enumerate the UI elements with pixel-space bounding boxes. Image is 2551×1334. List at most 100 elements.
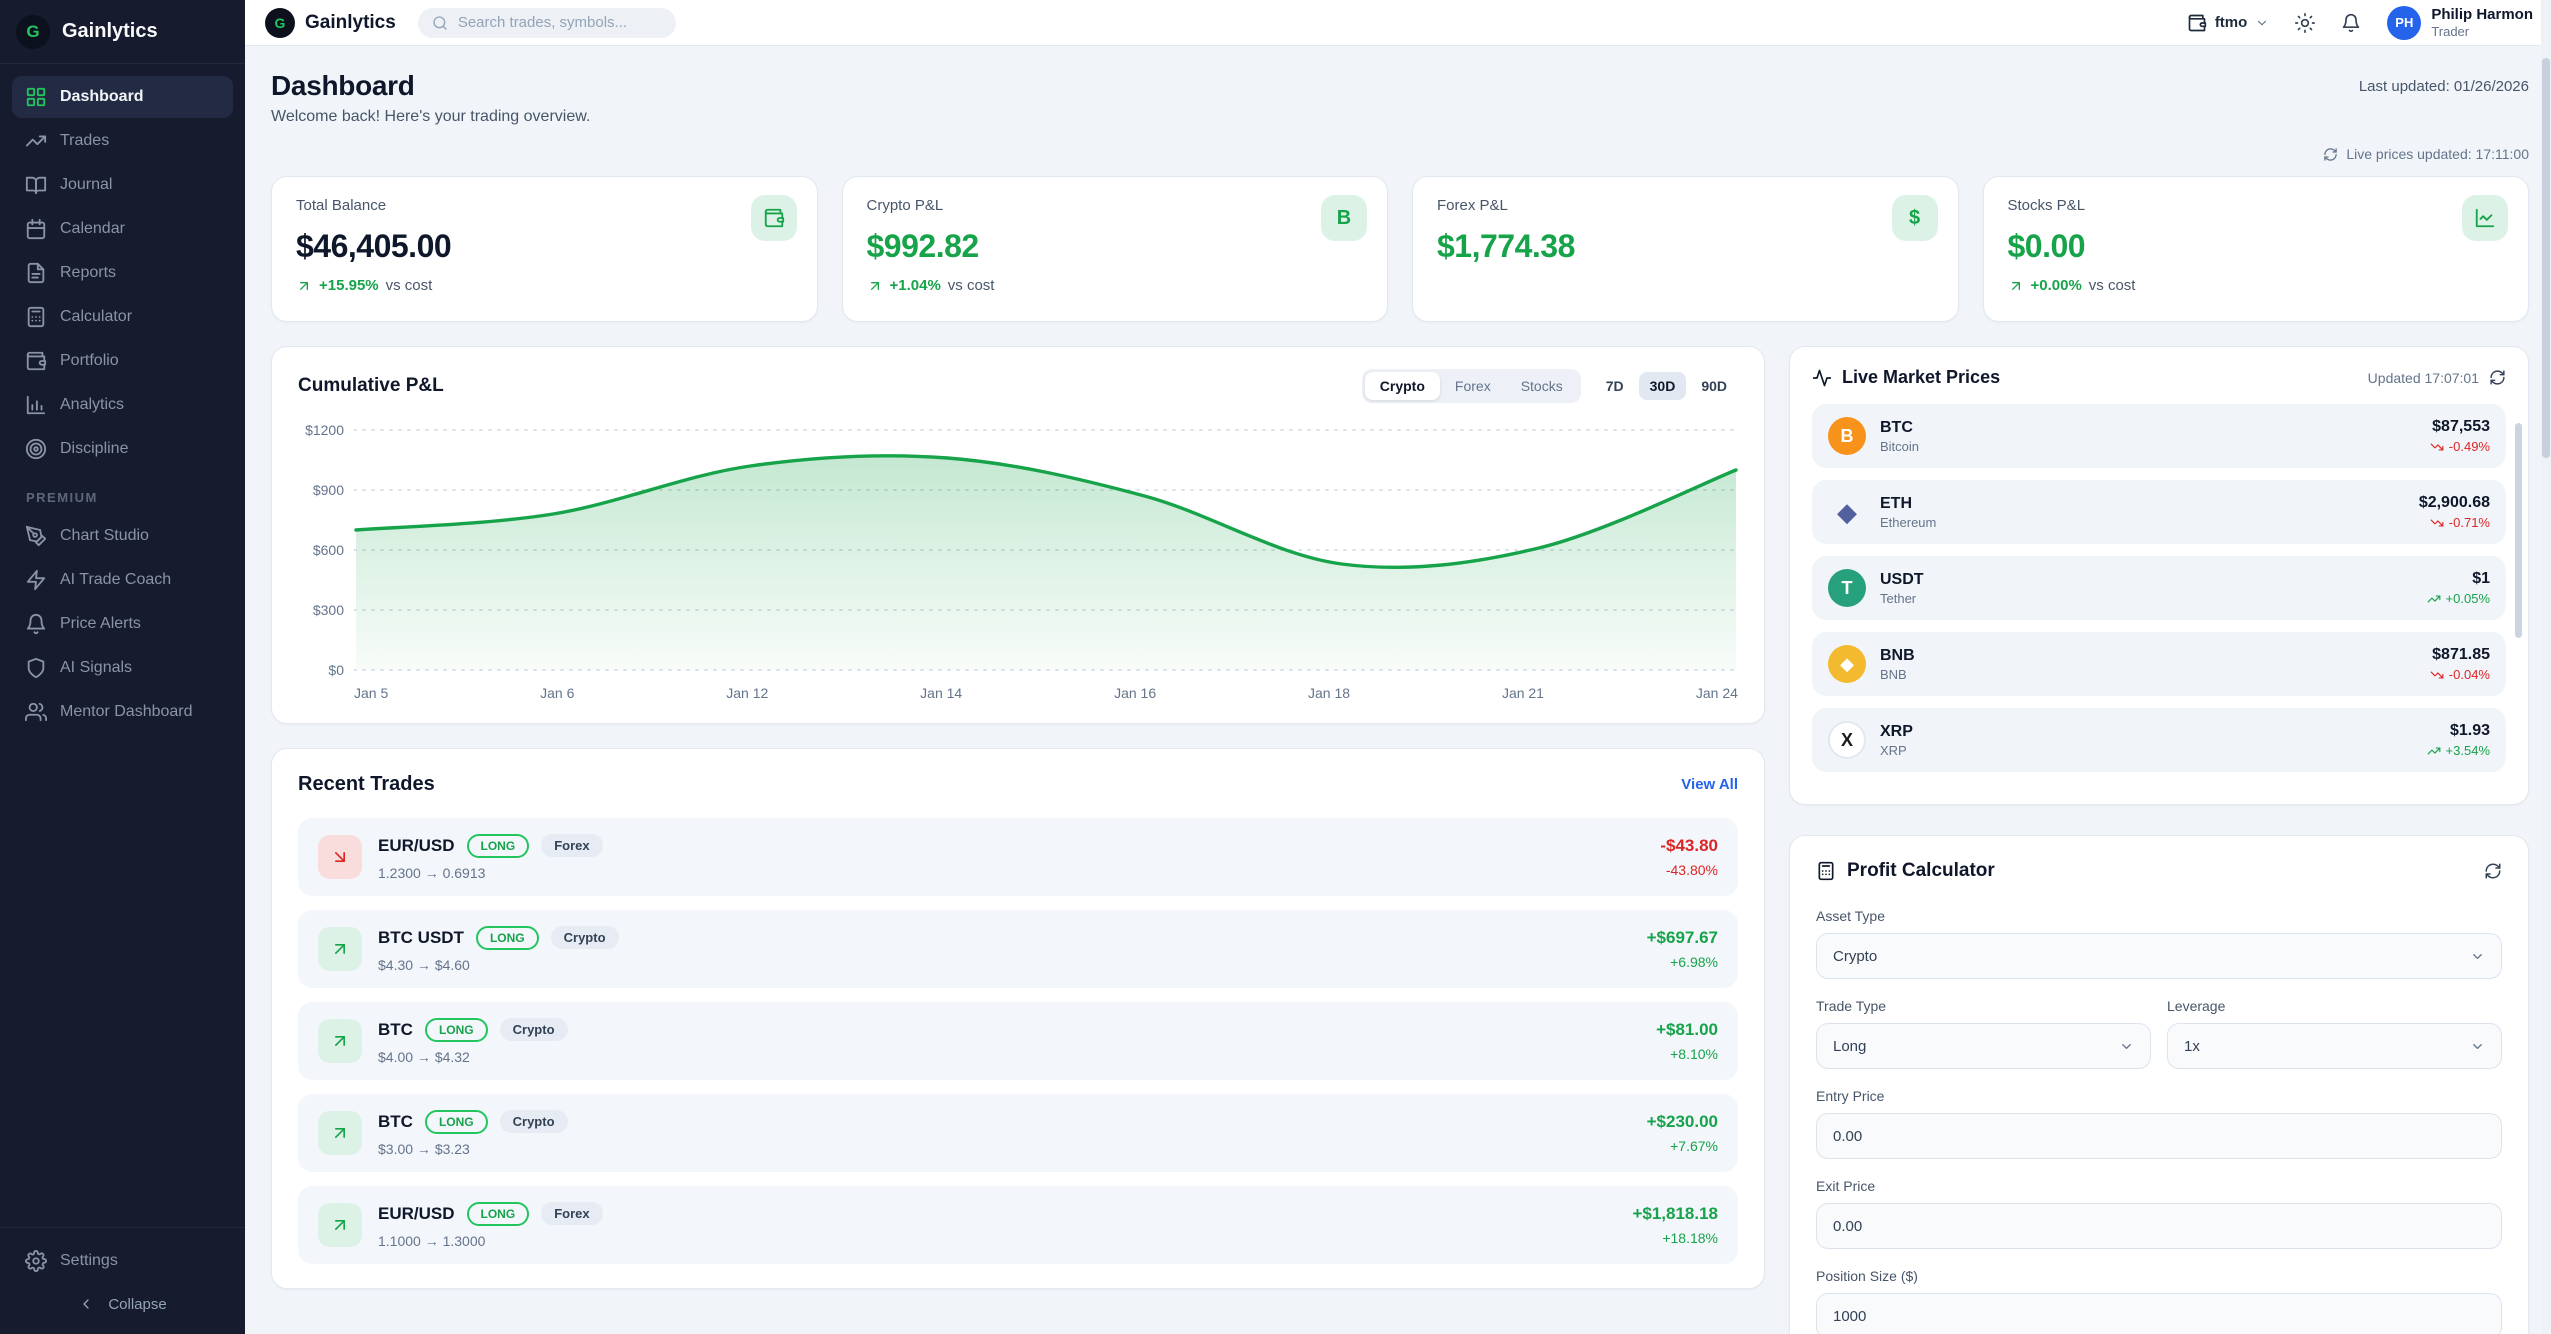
sidebar-item-dashboard[interactable]: Dashboard [12,76,233,118]
stat-delta: +0.00% vs cost [2008,277,2505,294]
range-30d[interactable]: 30D [1638,372,1687,400]
page-scrollbar-thumb[interactable] [2542,58,2550,458]
trade-row[interactable]: EUR/USD LONG Forex 1.2300 → 0.6913 -$43.… [298,818,1738,896]
notifications-button[interactable] [2341,13,2361,33]
wallet-icon [2188,14,2206,31]
sidebar-item-trades[interactable]: Trades [12,120,233,162]
trade-row[interactable]: BTC USDT LONG Crypto $4.30 → $4.60 +$697… [298,910,1738,988]
bnb-coin-icon: ◆ [1828,645,1866,683]
sidebar-collapse-button[interactable]: Collapse [12,1284,233,1324]
sidebar-item-journal[interactable]: Journal [12,164,233,206]
x-tick-label: Jan 14 [920,685,963,701]
leverage-select[interactable]: 1x [2167,1023,2502,1069]
brand-name: Gainlytics [62,20,158,42]
users-icon [25,702,47,722]
trade-row[interactable]: BTC LONG Crypto $3.00 → $3.23 +$230.00 +… [298,1094,1738,1172]
market-updated: Updated 17:07:01 [2368,369,2506,386]
shield-icon [27,657,45,679]
tab-crypto[interactable]: Crypto [1364,372,1440,400]
market-row[interactable]: ◆ ETH Ethereum $2,900.68 -0.71% [1812,480,2506,544]
stat-value: $1,774.38 [1437,228,1575,264]
market-row[interactable]: B BTC Bitcoin $87,553 -0.49% [1812,404,2506,468]
trade-price-range: $3.00 → $3.23 [378,1140,470,1157]
sidebar-item-portfolio[interactable]: Portfolio [12,340,233,382]
user-name: Philip Harmon [2431,6,2533,23]
trade-price-range: 1.2300 → 0.6913 [378,864,486,881]
tab-forex[interactable]: Forex [1454,378,1491,394]
brand-name: Gainlytics [305,11,396,33]
trade-side-badge: LONG [475,925,539,950]
range-tab-group: 7D 30D 90D [1595,372,1738,400]
sidebar-item-chart-studio[interactable]: Chart Studio [12,515,233,557]
sidebar-item-label: Calculator [60,308,133,325]
sidebar-item-reports[interactable]: Reports [12,252,233,294]
chart-controls: Crypto Forex Stocks 7D 30D 90D [1361,369,1738,403]
user-menu[interactable]: PH Philip Harmon Trader [2387,5,2533,40]
refresh-icon[interactable] [2489,369,2506,386]
sidebar-item-price-alerts[interactable]: Price Alerts [12,603,233,645]
coin-symbol: BTC [1880,418,1913,436]
trade-amount: -$43.80 [1660,836,1718,855]
account-selector[interactable]: ftmo [2187,13,2270,33]
position-size-input[interactable] [1816,1293,2502,1334]
tab-stocks[interactable]: Stocks [1520,378,1563,394]
sidebar-nav: Dashboard Trades Journal Calendar Report… [0,64,245,735]
exit-price-input[interactable] [1816,1203,2502,1249]
sidebar-item-ai-signals[interactable]: AI Signals [12,647,233,689]
coin-name: BNB [1880,666,1907,682]
trade-symbol: EUR/USD [378,835,455,855]
stat-card: Total Balance $46,405.00 +15.95% vs cost [271,176,818,322]
market-list-scrollbar[interactable] [2515,423,2522,638]
sidebar-item-ai-trade-coach[interactable]: AI Trade Coach [12,559,233,601]
trade-amount: +$1,818.18 [1632,1204,1718,1223]
page-content: Dashboard Welcome back! Here's your trad… [245,46,2551,1334]
coin-name: Ethereum [1880,514,1937,530]
calendar-icon [26,218,46,240]
search-input[interactable] [457,14,662,31]
recent-trades-header: Recent Trades View All [298,773,1738,796]
refresh-icon[interactable] [2484,862,2502,880]
x-tick-label: Jan 16 [1114,685,1157,701]
live-market-prices-card: Live Market Prices Updated 17:07:01 B BT… [1789,346,2529,805]
cumulative-pnl-card: Cumulative P&L Crypto Forex Stocks 7D 30… [271,346,1765,724]
market-row[interactable]: T USDT Tether $1 +0.05% [1812,556,2506,620]
trade-type-select[interactable]: Long [1816,1023,2151,1069]
arrow-up-right-icon [335,1128,345,1138]
right-column: Live Market Prices Updated 17:07:01 B BT… [1789,346,2529,1334]
range-7d[interactable]: 7D [1605,378,1624,394]
sidebar-item-discipline[interactable]: Discipline [12,428,233,470]
coin-symbol: USDT [1880,570,1924,588]
trade-row[interactable]: BTC LONG Crypto $4.00 → $4.32 +$81.00 +8… [298,1002,1738,1080]
chevron-down-icon [2470,949,2485,964]
view-all-link[interactable]: View All [1681,776,1738,793]
sidebar-item-calendar[interactable]: Calendar [12,208,233,250]
sidebar-item-mentor-dashboard[interactable]: Mentor Dashboard [12,691,233,733]
arrow-up-right-icon [335,1036,345,1046]
trade-row[interactable]: EUR/USD LONG Forex 1.1000 → 1.3000 +$1,8… [298,1186,1738,1264]
eth-coin-icon: ◆ [1837,496,1857,527]
theme-toggle-button[interactable] [2295,12,2316,33]
chart-header: Cumulative P&L Crypto Forex Stocks 7D 30… [298,369,1738,403]
coin-symbol: XRP [1880,722,1913,740]
chart-y-axis: $1200 $900 $600 $300 $0 [298,422,354,678]
coin-price: $1.93 [2449,722,2490,739]
range-90d[interactable]: 90D [1701,378,1727,394]
stat-label: Total Balance [296,197,387,214]
trade-percent: +8.10% [1670,1046,1718,1062]
market-title: Live Market Prices [1812,367,2000,388]
coin-change: -0.49% [2430,439,2490,454]
market-row[interactable]: X XRP XRP $1.93 +3.54% [1812,708,2506,772]
trade-category-badge: Crypto [499,1018,568,1041]
sidebar-item-calculator[interactable]: Calculator [12,296,233,338]
chart-x-axis: Jan 5 Jan 6 Jan 12 Jan 14 Jan 16 Jan 18 Jan 21… [354,685,1738,701]
sidebar-item-analytics[interactable]: Analytics [12,384,233,426]
trade-side-badge: LONG [466,833,530,858]
sidebar-item-settings[interactable]: Settings [12,1240,233,1282]
coin-name: Tether [1880,590,1917,606]
asset-type-select[interactable]: Crypto [1816,933,2502,979]
entry-price-input[interactable] [1816,1113,2502,1159]
page-scrollbar[interactable] [2541,0,2551,1334]
market-row[interactable]: ◆ BNB BNB $871.85 -0.04% [1812,632,2506,696]
sidebar-item-label: Calendar [60,220,125,237]
live-prices-updated: Live prices updated: 17:11:00 [271,146,2529,162]
